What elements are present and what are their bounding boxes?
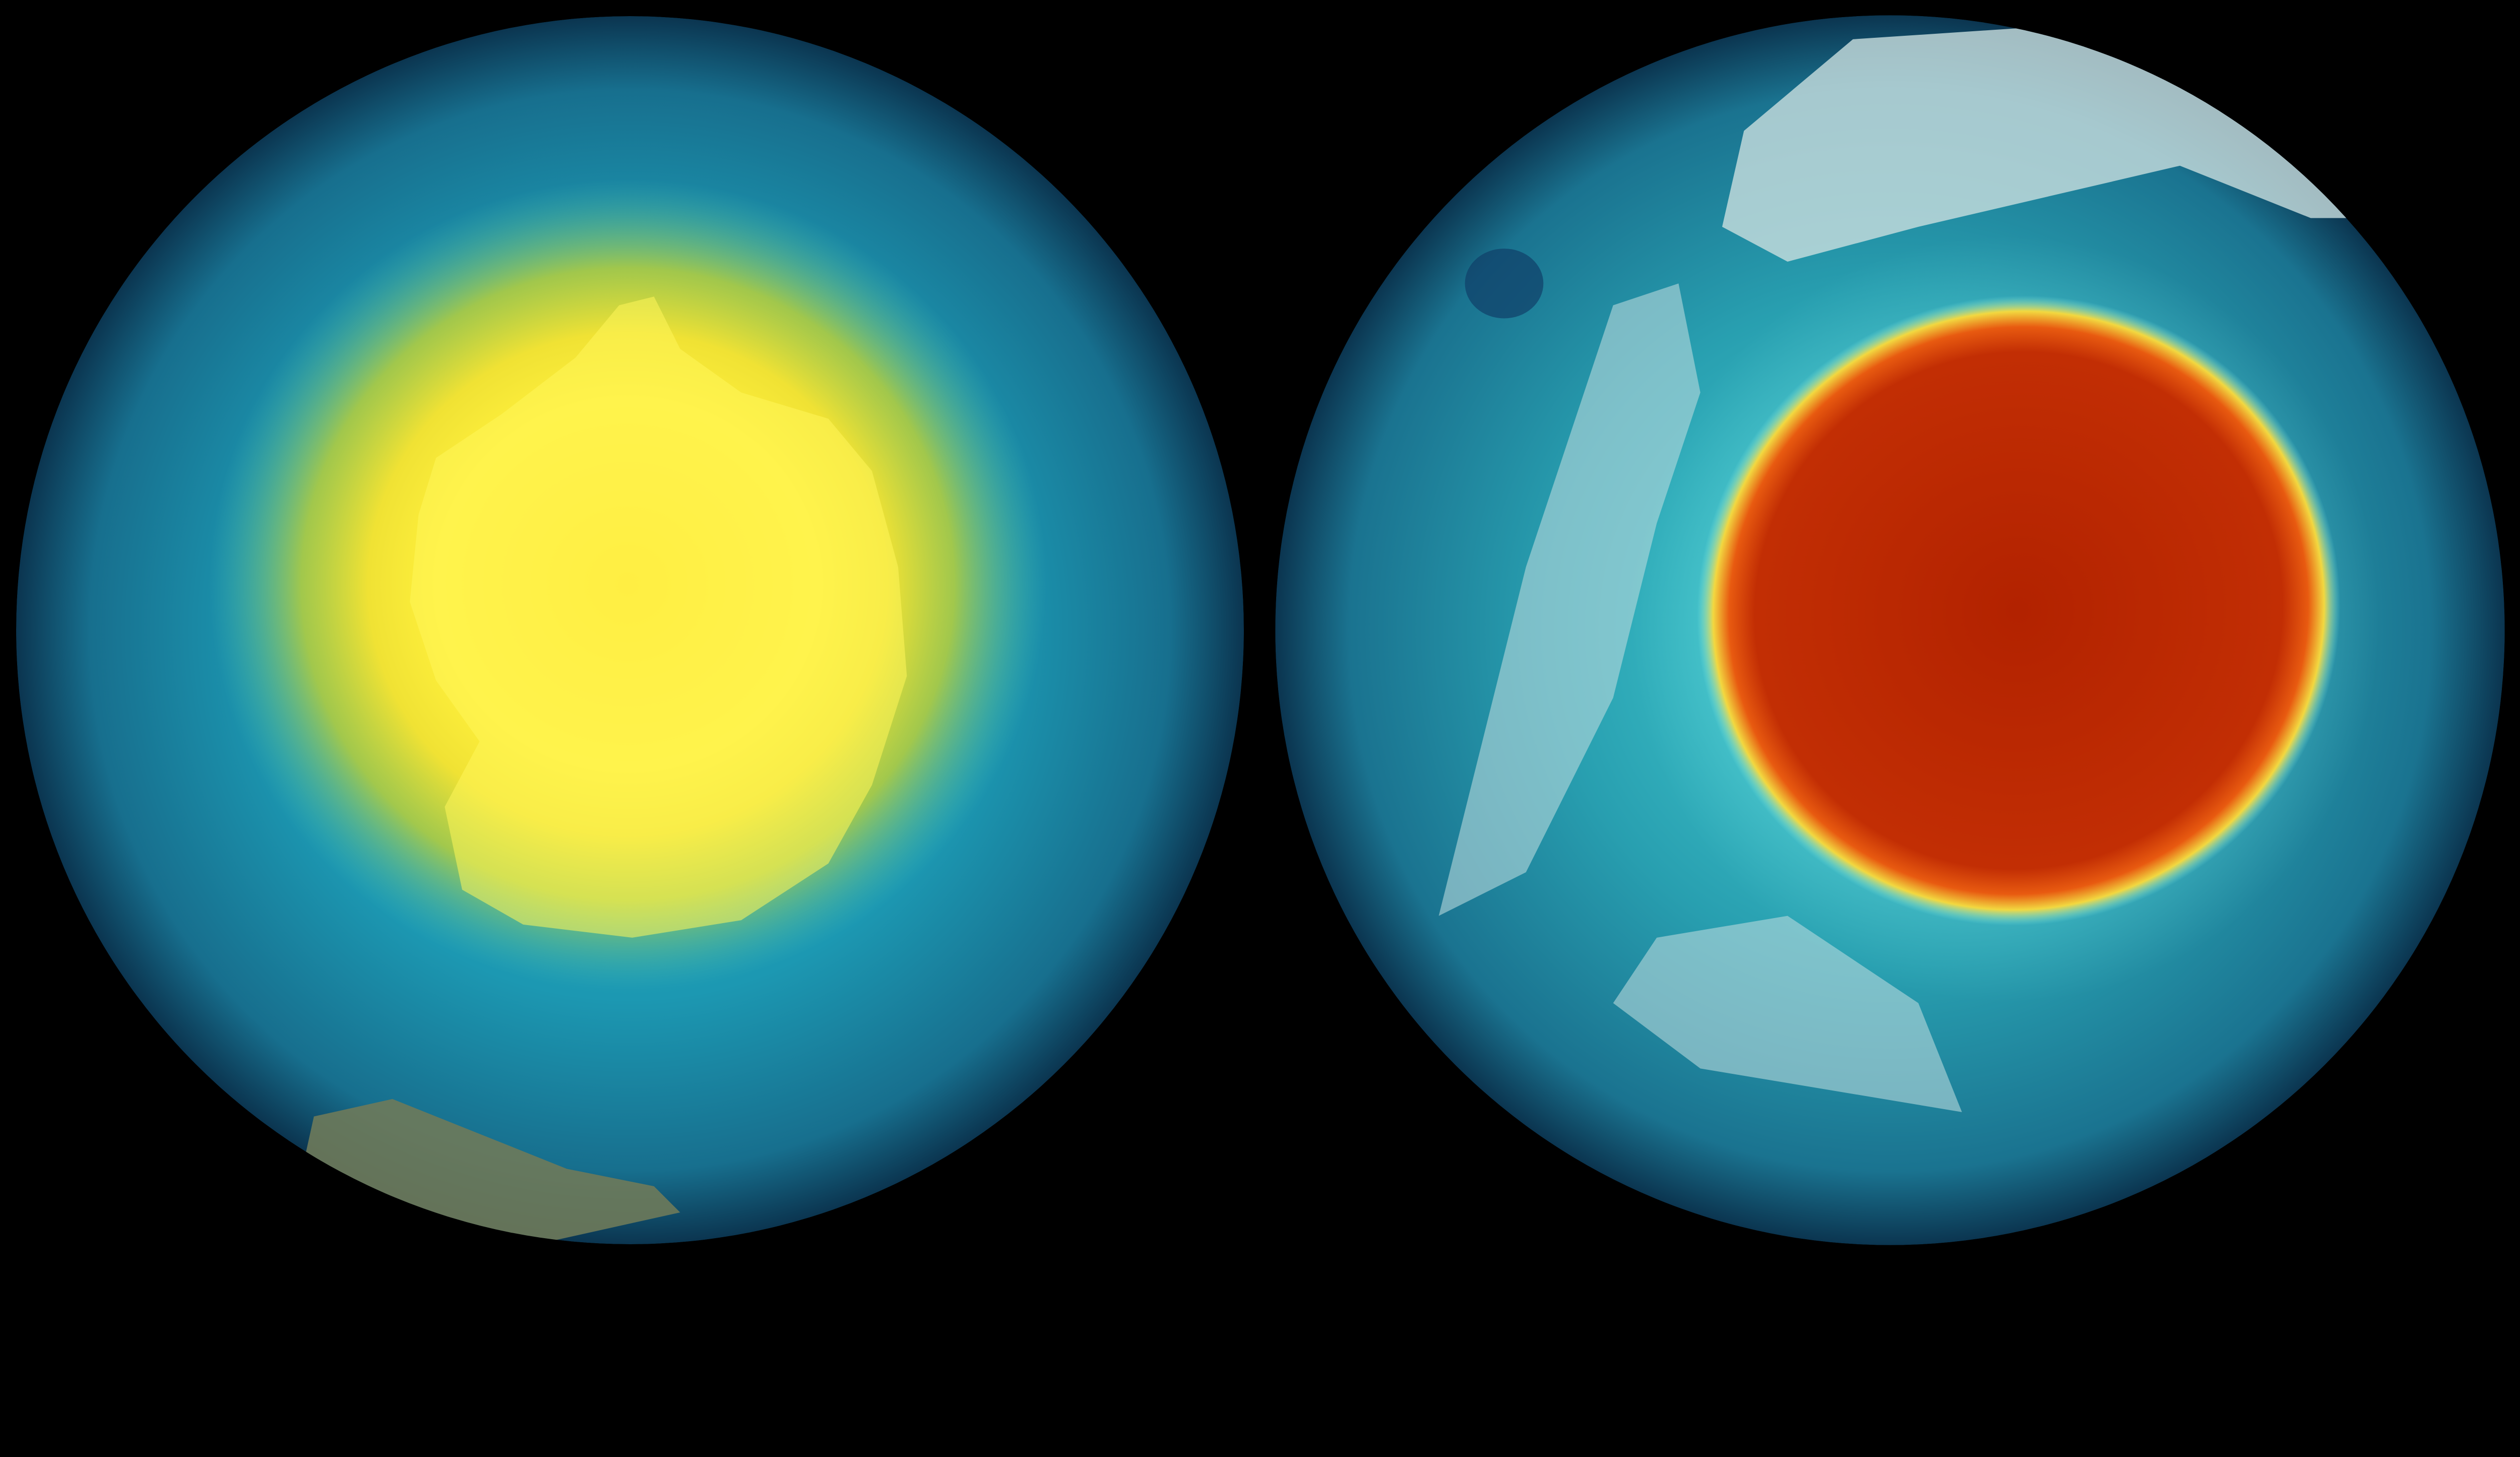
left-globe-continent [410,296,907,938]
right-globe-dark-eddy [1465,249,1544,319]
right-globe-land-west [1438,283,1700,916]
right-globe-land-south [1613,916,1962,1112]
right-globe-red-region [1697,295,2341,926]
right-globe [1275,15,2505,1245]
left-globe [16,16,1244,1244]
image-canvas [16,15,2505,1245]
